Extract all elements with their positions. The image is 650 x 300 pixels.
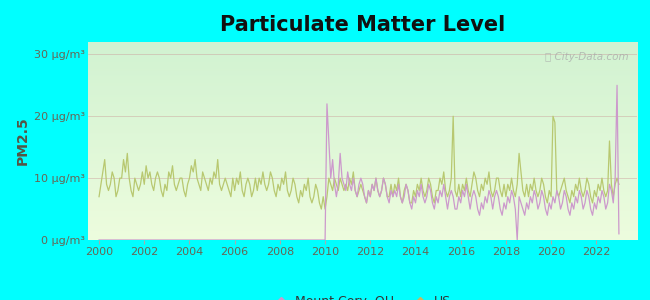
Text: ⓘ City-Data.com: ⓘ City-Data.com — [545, 52, 629, 62]
Legend: Mount Cory, OH, US: Mount Cory, OH, US — [268, 290, 456, 300]
Y-axis label: PM2.5: PM2.5 — [16, 117, 30, 165]
Title: Particulate Matter Level: Particulate Matter Level — [220, 15, 505, 35]
